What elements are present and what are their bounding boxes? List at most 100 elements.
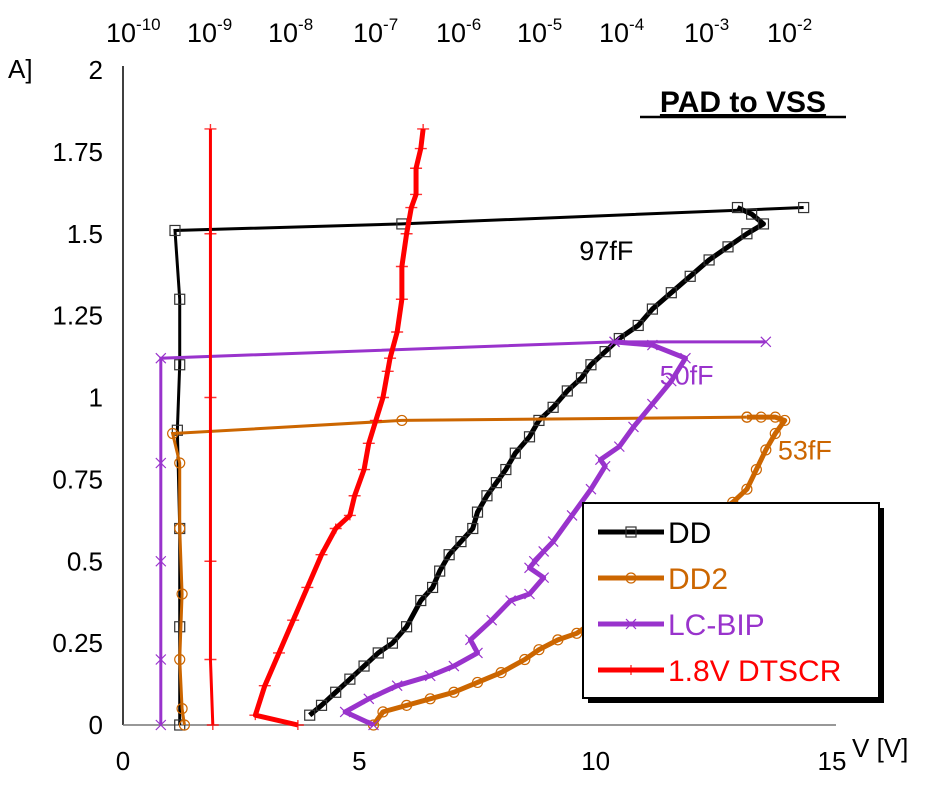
tlp-line-dd (308, 205, 766, 718)
data-point-marker (368, 719, 379, 731)
data-point-marker (547, 536, 559, 548)
y-tick-label: 0.5 (67, 546, 103, 576)
data-point-marker (400, 228, 413, 239)
data-point-marker (665, 287, 677, 299)
data-point-marker (344, 673, 356, 685)
data-point-marker (155, 654, 167, 665)
data-point-marker (566, 509, 578, 521)
series-lc-bip (155, 336, 772, 731)
data-point-marker (395, 294, 408, 305)
y-ticks: 0 0.25 0.5 0.75 1 1.25 1.5 1.75 2 (52, 55, 103, 740)
data-point-marker (204, 654, 217, 665)
data-point-marker (396, 414, 408, 427)
top-tick-label: 10-5 (517, 15, 562, 48)
data-point-marker (381, 366, 394, 377)
data-point-marker (561, 385, 573, 397)
legend-label: 1.8V DTSCR (668, 655, 841, 688)
data-point-marker (343, 510, 356, 521)
data-point-marker (204, 556, 217, 567)
data-point-marker (495, 666, 507, 679)
data-point-marker (249, 710, 262, 721)
data-point-marker (680, 352, 691, 364)
data-point-marker (760, 336, 772, 348)
data-point-marker (204, 392, 217, 403)
data-point-marker (401, 699, 413, 711)
top-tick-label: 10-3 (684, 15, 729, 48)
x-tick-label: 10 (581, 746, 610, 776)
legend-label: DD (668, 517, 711, 550)
data-point-marker (401, 621, 413, 633)
data-point-marker (599, 346, 611, 358)
legend-label: LC-BIP (668, 609, 765, 642)
data-point-marker (178, 719, 191, 731)
data-point-marker (552, 634, 564, 646)
data-point-marker (769, 411, 781, 423)
data-point-marker (174, 457, 186, 469)
data-point-marker (291, 720, 304, 730)
data-point-marker (417, 123, 430, 134)
y-tick-label: 1.5 (67, 219, 103, 249)
data-point-marker (500, 463, 512, 476)
data-point-marker (258, 680, 271, 691)
legend-label: DD2 (668, 563, 728, 596)
annotation-50ff: 50fF (660, 360, 714, 390)
data-point-marker (609, 336, 620, 348)
data-point-marker (628, 421, 639, 433)
data-point-marker (524, 562, 535, 574)
leakage-line-1-8v-dtscr (208, 128, 215, 726)
data-point-marker (625, 618, 637, 630)
top-tick-label: 10-8 (268, 15, 313, 48)
data-point-marker (519, 653, 531, 666)
data-point-marker (348, 490, 361, 501)
y-tick-label: 1.75 (52, 137, 103, 167)
series-1-8v-dtscr (204, 123, 430, 730)
data-point-marker (448, 660, 460, 672)
data-point-marker (684, 270, 696, 282)
data-point-marker (315, 699, 328, 711)
data-point-marker (155, 555, 167, 567)
data-point-marker (455, 535, 467, 548)
data-point-marker (472, 647, 483, 659)
data-point-marker (798, 201, 810, 214)
data-point-marker (384, 353, 397, 364)
data-point-marker (434, 565, 446, 577)
series-dd (169, 201, 810, 731)
data-point-marker (731, 201, 744, 214)
x-axis: V [V] (123, 724, 908, 763)
top-tick-label: 10-4 (599, 15, 644, 48)
y-tick-label: 0 (89, 710, 103, 740)
data-point-marker (575, 372, 588, 384)
data-point-marker (174, 359, 186, 371)
data-point-marker (625, 665, 637, 675)
data-point-marker (538, 546, 550, 557)
data-point-marker (486, 614, 498, 626)
data-point-marker (155, 457, 167, 469)
data-point-marker (358, 660, 370, 672)
legend-item-1-8v-dtscr: 1.8V DTSCR (598, 655, 841, 688)
data-point-marker (443, 549, 455, 561)
data-point-marker (176, 588, 188, 600)
data-point-marker (206, 720, 219, 730)
data-point-marker (414, 143, 427, 154)
data-point-marker (410, 163, 423, 174)
data-point-marker (424, 693, 436, 705)
data-point-marker (304, 709, 316, 721)
top-tick-label: 10-10 (106, 15, 161, 48)
data-point-marker (405, 202, 418, 213)
data-point-marker (625, 572, 637, 584)
data-point-marker (174, 653, 186, 666)
data-point-marker (625, 526, 637, 538)
legend-item-dd: DD (598, 517, 711, 550)
data-point-marker (703, 254, 715, 266)
x-tick-label: 15 (818, 746, 847, 776)
data-point-marker (339, 706, 351, 718)
leakage-line-dd (173, 206, 804, 725)
data-point-marker (524, 588, 535, 600)
data-point-marker (538, 572, 550, 584)
data-point-marker (363, 693, 375, 705)
data-point-marker (646, 398, 658, 410)
data-point-marker (204, 123, 217, 134)
x-axis-label: V [V] (852, 733, 908, 763)
data-point-marker (395, 261, 408, 272)
